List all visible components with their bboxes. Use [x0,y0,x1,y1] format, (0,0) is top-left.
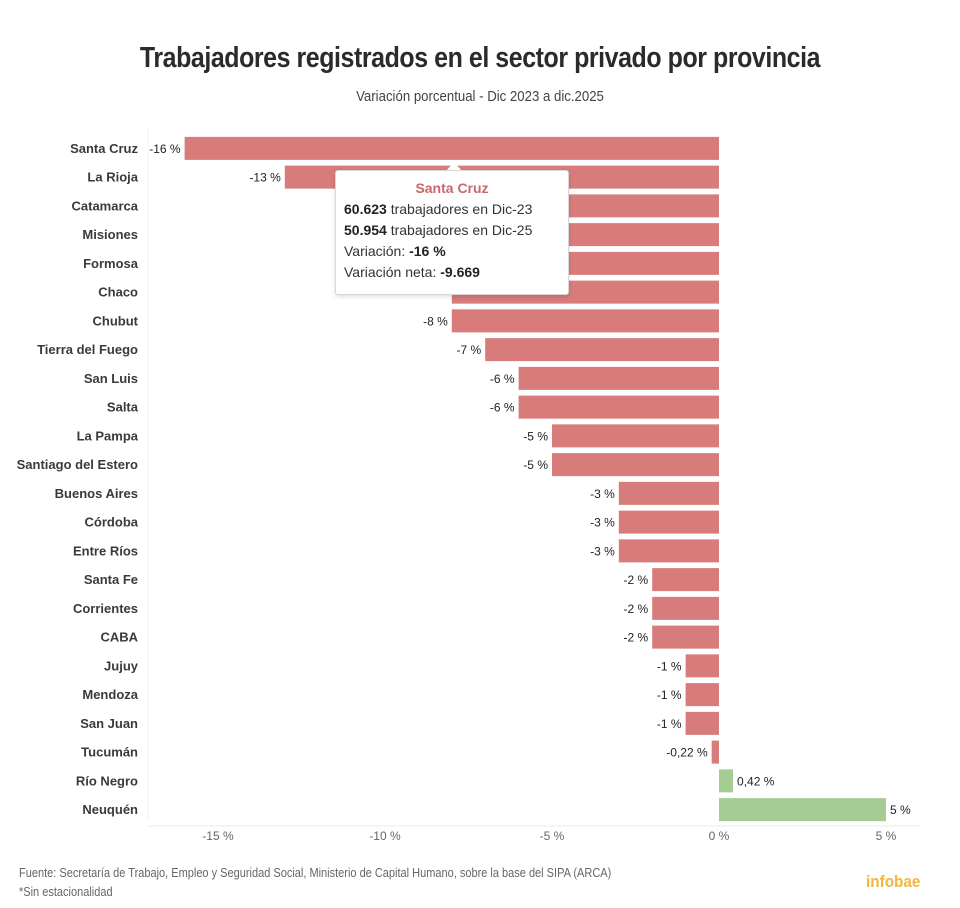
category-label: Catamarca [72,198,139,213]
category-label: La Pampa [77,428,139,443]
category-label: Buenos Aires [55,486,138,501]
category-label: Córdoba [85,515,139,530]
footer: Fuente: Secretaría de Trabajo, Empleo y … [19,864,611,902]
bar[interactable] [685,683,719,707]
category-label: CABA [100,630,138,645]
value-label: -1 % [657,659,682,673]
category-label: Jujuy [104,658,139,673]
bar[interactable] [652,596,719,620]
category-label: Santa Cruz [70,141,138,156]
value-label: -2 % [624,631,649,645]
x-tick-label: 5 % [876,829,897,843]
bar[interactable] [685,711,719,735]
bar[interactable] [552,424,719,448]
tooltip-text-dic23: trabajadores en Dic-23 [386,201,533,217]
tooltip: Santa Cruz 60.623 trabajadores en Dic-23… [335,170,569,295]
value-label: -5 % [523,458,548,472]
category-label: Tucumán [81,745,138,760]
tooltip-line-variation: Variación: -16 % [344,241,560,262]
category-label: Formosa [83,256,139,271]
category-label: Santa Fe [84,572,138,587]
bar[interactable] [719,769,734,793]
bar[interactable] [184,136,720,160]
category-label: Salta [107,400,139,415]
value-label: -13 % [249,171,281,185]
x-tick-label: -10 % [369,829,401,843]
value-label: -0,22 % [666,746,708,760]
tooltip-line-net: Variación neta: -9.669 [344,262,560,283]
value-label: 5 % [890,803,911,817]
category-label: Entre Ríos [73,543,138,558]
value-label: -3 % [590,487,615,501]
source-note: Fuente: Secretaría de Trabajo, Empleo y … [19,866,612,880]
value-label: -5 % [523,429,548,443]
x-tick-label: -5 % [540,829,565,843]
bar[interactable] [518,395,719,419]
value-label: -1 % [657,688,682,702]
value-label: -6 % [490,372,515,386]
category-label: Chaco [98,285,138,300]
infobae-logo: infobae [866,872,921,891]
value-label: -2 % [624,573,649,587]
tooltip-text-dic25: trabajadores en Dic-25 [386,222,533,238]
value-label: -16 % [149,142,181,156]
tooltip-variation-label: Variación: [344,243,410,259]
tooltip-line-dic25: 50.954 trabajadores en Dic-25 [344,220,560,241]
chart-subtitle: Variación porcentual - Dic 2023 a dic.20… [356,88,604,105]
category-label: Misiones [82,227,138,242]
value-label: -1 % [657,717,682,731]
category-label: La Rioja [87,170,138,185]
value-label: -2 % [624,602,649,616]
category-labels: Santa Cruz La Rioja Catamarca Misiones Formo… [17,141,139,817]
tooltip-title: Santa Cruz [415,180,489,196]
category-label: San Juan [80,716,138,731]
bar[interactable] [618,510,719,534]
chart-title: Trabajadores registrados en el sector pr… [139,42,821,74]
bar[interactable] [711,740,719,764]
bar[interactable] [485,338,719,362]
category-label: San Luis [84,371,138,386]
value-label: 0,42 % [737,774,775,788]
bar[interactable] [618,539,719,563]
bar[interactable] [685,654,719,678]
category-label: Santiago del Estero [17,457,138,472]
category-label: Neuquén [82,802,138,817]
bar[interactable] [518,366,719,390]
seasonality-note: *Sin estacionalidad [19,885,113,899]
bar[interactable] [552,453,719,477]
x-axis: -15 % -10 % -5 % 0 % 5 % [147,130,920,843]
tooltip-variation-value: -16 % [409,243,446,259]
tooltip-value-dic23: 60.623 [344,201,387,217]
bar[interactable] [719,798,886,822]
value-labels: -16 % -13 % -8 % -7 % -6 % -6 % -5 % -5 % -3 % -3… [149,142,911,817]
x-tick-label: -15 % [202,829,234,843]
bar[interactable] [451,309,719,333]
tooltip-net-label: Variación neta: [344,264,441,280]
bar[interactable] [652,568,719,592]
value-label: -8 % [423,314,448,328]
value-label: -3 % [590,516,615,530]
category-label: Chubut [93,313,139,328]
bar[interactable] [652,625,719,649]
value-label: -3 % [590,544,615,558]
tooltip-line-dic23: 60.623 trabajadores en Dic-23 [344,199,560,220]
category-label: Mendoza [82,687,138,702]
category-label: Corrientes [73,601,138,616]
value-label: -7 % [457,343,482,357]
tooltip-value-dic25: 50.954 [344,222,387,238]
bar[interactable] [618,481,719,505]
tooltip-net-value: -9.669 [440,264,480,280]
category-label: Río Negro [76,773,138,788]
x-tick-label: 0 % [709,829,730,843]
tooltip-arrow [446,162,462,171]
value-label: -6 % [490,401,515,415]
category-label: Tierra del Fuego [37,342,138,357]
